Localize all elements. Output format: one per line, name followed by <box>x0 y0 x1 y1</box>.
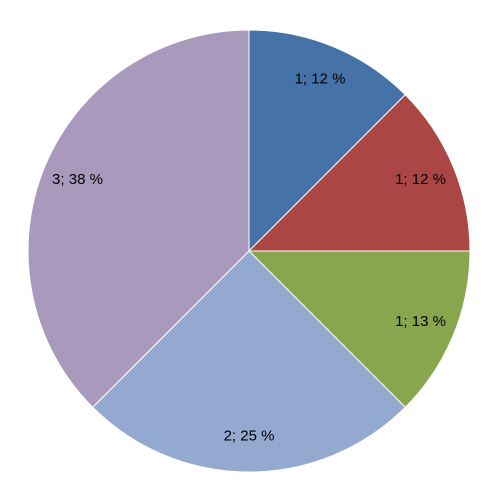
pie-slice <box>247 250 471 408</box>
data-label: 1; 13 % <box>395 313 446 330</box>
data-label: 3; 38 % <box>52 171 103 188</box>
pie-slice <box>247 94 471 252</box>
pie-slice <box>27 29 250 408</box>
data-label: 1; 12 % <box>295 70 346 87</box>
pie-slice <box>92 250 406 473</box>
data-label: 2; 25 % <box>224 428 275 445</box>
pie-slice <box>248 29 406 253</box>
data-label: 1; 12 % <box>395 171 446 188</box>
